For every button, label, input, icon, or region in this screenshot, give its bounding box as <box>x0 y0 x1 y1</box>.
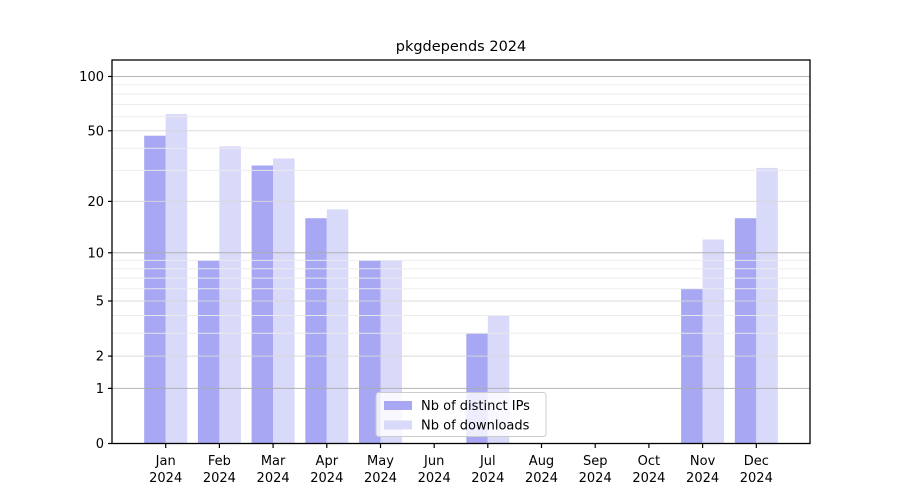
x-tick-label-feb: Feb <box>208 454 231 469</box>
bar-apr-downloads <box>326 209 349 444</box>
legend-swatch-downloads <box>384 420 412 430</box>
bar-feb-downloads <box>219 146 241 444</box>
x-tick-label-nov: Nov <box>690 454 716 469</box>
x-tick-label-oct: Oct <box>638 454 660 469</box>
y-tick-label-1: 1 <box>96 382 104 397</box>
x-tick-label-jan-year: 2024 <box>149 471 182 486</box>
x-tick-label-jul-year: 2024 <box>471 471 504 486</box>
bar-dec-distinct-ips <box>734 218 757 444</box>
x-tick-label-oct-year: 2024 <box>632 471 665 486</box>
bar-dec-downloads <box>756 167 778 444</box>
x-tick-label-jul: Jul <box>479 454 496 469</box>
gridlines-layer <box>112 76 810 389</box>
y-tick-label-100: 100 <box>79 70 104 85</box>
y-tick-label-20: 20 <box>87 195 104 210</box>
x-tick-label-mar-year: 2024 <box>257 471 290 486</box>
x-tick-label-mar: Mar <box>261 454 286 469</box>
y-tick-label-2: 2 <box>96 350 104 365</box>
x-tick-label-may: May <box>367 454 394 469</box>
x-tick-label-jun: Jun <box>423 454 444 469</box>
x-tick-label-apr: Apr <box>316 454 339 469</box>
plot-frame <box>111 59 811 445</box>
legend-box <box>375 392 547 437</box>
axes-layer: 0 1 2 5 10 20 50 100 Jan 2024 Feb 2024 Mar 2024 Apr 202… <box>79 70 773 486</box>
x-tick-label-sep: Sep <box>583 454 608 469</box>
bar-feb-distinct-ips <box>197 260 220 444</box>
legend: Nb of distinct IPs Nb of downloads <box>375 392 547 437</box>
bars-layer <box>144 114 778 444</box>
bar-mar-distinct-ips <box>251 165 274 444</box>
y-tick-label-50: 50 <box>87 124 104 139</box>
bar-jan-downloads <box>165 114 188 444</box>
chart-title: pkgdepends 2024 <box>396 39 527 55</box>
x-tick-label-feb-year: 2024 <box>203 471 236 486</box>
x-tick-label-sep-year: 2024 <box>579 471 612 486</box>
y-tick-label-0: 0 <box>96 437 104 452</box>
bar-jan-distinct-ips <box>144 135 166 444</box>
x-tick-label-dec-year: 2024 <box>740 471 773 486</box>
x-tick-label-aug: Aug <box>529 454 554 469</box>
x-tick-label-aug-year: 2024 <box>525 471 558 486</box>
x-tick-label-jun-year: 2024 <box>418 471 451 486</box>
y-tick-label-5: 5 <box>96 295 104 310</box>
bar-apr-distinct-ips <box>305 218 327 444</box>
bar-may-distinct-ips <box>359 260 381 444</box>
bar-nov-downloads <box>702 239 725 444</box>
x-tick-label-dec: Dec <box>744 454 769 469</box>
x-tick-label-apr-year: 2024 <box>310 471 343 486</box>
legend-label-downloads: Nb of downloads <box>421 419 530 434</box>
x-tick-label-may-year: 2024 <box>364 471 397 486</box>
y-tick-label-10: 10 <box>87 246 104 261</box>
x-tick-label-jan: Jan <box>155 454 176 469</box>
legend-label-distinct-ips: Nb of distinct IPs <box>421 399 530 414</box>
bar-nov-distinct-ips <box>681 288 703 444</box>
x-tick-label-nov-year: 2024 <box>686 471 719 486</box>
legend-swatch-distinct-ips <box>384 401 412 410</box>
